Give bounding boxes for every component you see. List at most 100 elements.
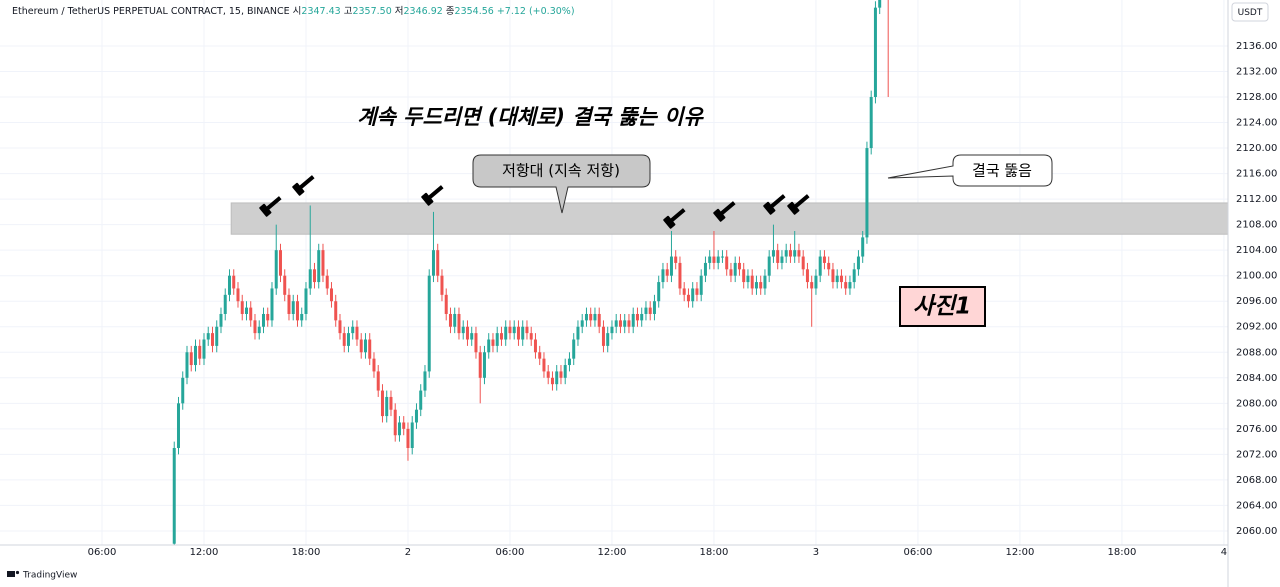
hammer-icon	[663, 208, 686, 229]
candle-body	[181, 377, 185, 404]
hammer-icon	[713, 201, 736, 222]
candle-body	[521, 326, 525, 340]
candle-body	[499, 333, 503, 340]
candle-body	[848, 282, 852, 289]
candle-body	[593, 313, 597, 321]
candle-body	[538, 352, 542, 359]
resistance-label: 저항대 (지속 저항)	[502, 162, 620, 180]
y-tick-label: 2060.00	[1236, 526, 1277, 537]
candle-body	[185, 352, 189, 378]
candle-body	[244, 307, 248, 314]
candle-body	[474, 333, 478, 353]
candle-body	[720, 256, 724, 258]
candle-body	[810, 282, 814, 289]
candle-body	[470, 333, 474, 340]
candle-body	[763, 275, 767, 289]
candle-body	[487, 339, 491, 353]
candle-body	[708, 256, 712, 263]
candle-body	[397, 422, 401, 436]
candle-body	[236, 288, 240, 302]
candle-body	[533, 339, 537, 353]
candle-body	[406, 428, 410, 448]
candle-body	[669, 256, 673, 276]
candle-body	[648, 307, 652, 314]
candle-body	[308, 269, 312, 289]
candle-body	[818, 256, 822, 276]
candle-body	[274, 250, 278, 289]
candle-body	[312, 269, 316, 283]
candle-body	[300, 313, 304, 321]
photo-box	[899, 286, 986, 327]
candle-body	[270, 288, 274, 321]
photo-label: 사진1	[913, 294, 971, 320]
candle-body	[478, 352, 482, 378]
hammers	[259, 175, 810, 229]
candle-body	[686, 294, 690, 302]
candle-body	[742, 269, 746, 283]
candle-body	[410, 422, 414, 448]
candle-body	[525, 326, 529, 334]
candle-body	[448, 313, 452, 327]
candle-body	[240, 301, 244, 314]
candle-body	[844, 282, 848, 289]
candle-body	[482, 352, 486, 378]
candle-body	[189, 352, 193, 366]
x-tick-label: 06:00	[904, 547, 933, 558]
candle-body	[627, 320, 631, 327]
ohlc-value: 2346.92	[404, 6, 443, 17]
y-tick-label: 2116.00	[1236, 169, 1277, 180]
candle-body	[635, 313, 639, 321]
candle-body	[461, 326, 465, 334]
candle-body	[278, 250, 282, 276]
candle-body	[427, 275, 431, 372]
ticks: 2060.00 2064.00 2068.00 2072.00 2076.00 2080.…	[88, 41, 1278, 558]
candle-body	[856, 256, 860, 270]
x-tick-label: 18:00	[700, 547, 729, 558]
candle-body	[495, 333, 499, 346]
logo: TradingView	[7, 571, 77, 581]
y-tick-label: 2132.00	[1236, 66, 1277, 77]
candle-body	[759, 282, 763, 289]
y-tick-label: 2072.00	[1236, 449, 1277, 460]
candle-body	[257, 326, 261, 334]
candle-body	[797, 250, 801, 257]
candle-body	[546, 371, 550, 378]
hammer-icon	[421, 185, 444, 206]
candle-body	[657, 282, 661, 302]
candle-body	[261, 313, 265, 327]
candle-body	[555, 371, 559, 385]
candle-body	[304, 288, 308, 314]
x-tick-label: 4	[1221, 547, 1227, 558]
candle-body	[389, 396, 393, 410]
candle-body	[814, 275, 818, 289]
y-tick-label: 2084.00	[1236, 373, 1277, 384]
candle-body	[640, 313, 644, 321]
ohlc-value: 2354.56	[455, 6, 494, 17]
candle-body	[563, 365, 567, 378]
x-tick-label: 18:00	[292, 547, 321, 558]
candle-body	[376, 371, 380, 391]
y-tick-label: 2088.00	[1236, 347, 1277, 358]
x-tick-label: 12:00	[190, 547, 219, 558]
candle-body	[359, 339, 363, 353]
currency-box[interactable]	[1231, 2, 1269, 22]
candle-body	[266, 313, 270, 321]
x-tick-label: 18:00	[1108, 547, 1137, 558]
x-tick-label: 06:00	[496, 547, 525, 558]
candle-body	[232, 275, 236, 289]
ohlc-value: 2347.43	[301, 6, 340, 17]
change: +7.12 (+0.30%)	[497, 6, 575, 17]
candle-body	[351, 326, 355, 334]
hammer-icon	[292, 175, 315, 196]
candle-body	[516, 326, 520, 340]
candle-body	[512, 326, 516, 334]
candle-body	[682, 288, 686, 295]
candle-body	[584, 313, 588, 321]
breakout-callout	[887, 154, 1053, 187]
candle-body	[287, 294, 291, 314]
x-tick-label: 2	[405, 547, 411, 558]
candle-body	[589, 313, 593, 321]
candle-body	[227, 275, 231, 295]
candle-body	[780, 256, 784, 263]
